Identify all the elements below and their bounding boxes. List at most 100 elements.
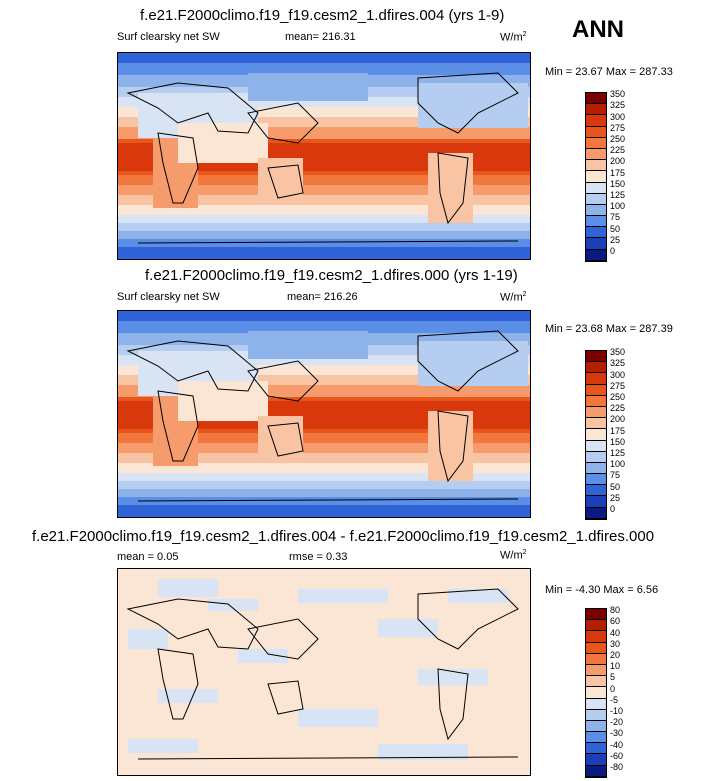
colorbar-tick-label: 350 [610, 347, 626, 358]
colorbar-tick-label: -5 [610, 694, 619, 705]
map-negative-patch [158, 579, 218, 597]
colorbar-tick-label: 60 [610, 616, 621, 627]
colorbar-swatch [586, 698, 606, 710]
map-band [118, 53, 530, 63]
colorbar-tick-label: 200 [610, 414, 626, 425]
panel1-minmax: Min = 23.67 Max = 287.33 [545, 66, 673, 78]
map-band [118, 185, 530, 195]
map-negative-patch [208, 599, 258, 611]
colorbar-tick-label: -30 [610, 728, 624, 739]
colorbar-tick-label: 175 [610, 425, 626, 436]
panel1-map-svg [118, 53, 530, 259]
colorbar-tick-label: -10 [610, 706, 624, 716]
colorbar-tick-label: 75 [610, 470, 621, 481]
colorbar-swatch [586, 720, 606, 733]
map-land-patch [258, 158, 303, 198]
colorbar-swatch [586, 440, 606, 452]
colorbar-tick-label: 250 [610, 392, 626, 402]
map-land-patch [428, 153, 473, 223]
colorbar-tick-label: -60 [610, 750, 624, 761]
colorbar-tick-label: 125 [610, 448, 626, 458]
colorbar-swatch [586, 216, 606, 228]
map-land-patch [258, 416, 303, 456]
colorbar-swatch [586, 148, 606, 161]
coastline [137, 240, 519, 244]
colorbar-tick-label: 50 [610, 481, 621, 492]
map-band [118, 453, 530, 463]
colorbar-swatch [586, 204, 606, 217]
colorbar-swatch [586, 395, 606, 407]
colorbar-swatch [586, 384, 606, 396]
panel3-mean: mean = 0.05 [117, 551, 179, 563]
colorbar-swatch [586, 406, 606, 419]
colorbar-tick-label: -80 [610, 762, 624, 772]
map-band [118, 489, 530, 497]
map-negative-patch [298, 589, 388, 603]
colorbar-swatch [586, 227, 606, 239]
colorbar-swatch [586, 171, 606, 183]
coastline [126, 598, 259, 650]
panel1-colorbar [585, 92, 607, 262]
map-negative-patch [448, 589, 508, 603]
panel2-variable: Surf clearsky net SW [117, 291, 220, 303]
panel2-units: W/m2 [500, 291, 527, 304]
panel1-units: W/m2 [500, 31, 527, 44]
coastline [417, 330, 519, 392]
coastline [247, 102, 319, 144]
colorbar-swatch [586, 462, 606, 475]
panel3-rmse: rmse = 0.33 [289, 551, 348, 563]
colorbar-tick-label: 0 [610, 504, 616, 514]
coastline [417, 72, 519, 134]
panel3-units: W/m2 [500, 549, 527, 562]
colorbar-tick-label: 125 [610, 190, 626, 200]
colorbar-swatch [586, 609, 606, 621]
map-negative-patch [378, 744, 468, 760]
map-band [118, 321, 530, 333]
colorbar-tick-label: 50 [610, 223, 621, 234]
colorbar-tick-label: 200 [610, 156, 626, 167]
colorbar-swatch [586, 373, 606, 385]
map-negative-patch [238, 649, 288, 663]
panel1-map [117, 52, 531, 260]
colorbar-tick-label: 40 [610, 627, 621, 638]
colorbar-tick-label: -40 [610, 739, 624, 750]
panel1-title: f.e21.F2000climo.f19_f19.cesm2_1.dfires.… [140, 7, 505, 24]
colorbar-swatch [586, 765, 606, 777]
map-band [118, 463, 530, 473]
colorbar-swatch [586, 115, 606, 127]
colorbar-tick-label: 100 [610, 201, 626, 212]
map-band [118, 497, 530, 505]
panel1-mean: mean= 216.31 [285, 31, 356, 43]
colorbar-tick-label: 10 [610, 661, 621, 672]
panel3-minmax: Min = -4.30 Max = 6.56 [545, 584, 659, 596]
colorbar-tick-label: 25 [610, 492, 621, 503]
coastline [417, 588, 519, 650]
map-negative-patch [128, 739, 198, 753]
colorbar-swatch [586, 193, 606, 205]
colorbar-swatch [586, 362, 606, 374]
colorbar-tick-label: 150 [610, 178, 626, 189]
colorbar-swatch [586, 743, 606, 755]
coastline [247, 360, 319, 402]
coastline [437, 668, 469, 741]
colorbar-swatch [586, 507, 606, 519]
map-land-patch [418, 83, 528, 128]
colorbar-swatch [586, 664, 606, 677]
map-band [118, 355, 530, 365]
map-band [118, 473, 530, 481]
panel2-mean: mean= 216.26 [287, 291, 358, 303]
colorbar-tick-label: -20 [610, 717, 624, 728]
map-negative-patch [298, 709, 378, 727]
map-band [118, 443, 530, 453]
map-band [118, 231, 530, 239]
colorbar-tick-label: 0 [610, 246, 616, 256]
panel3-colorbar [585, 608, 607, 778]
panel3-title: f.e21.F2000climo.f19_f19.cesm2_1.dfires.… [32, 528, 655, 545]
colorbar-tick-label: 250 [610, 134, 626, 144]
map-negative-patch [418, 669, 488, 685]
coastline [247, 618, 319, 660]
colorbar-tick-label: 275 [610, 380, 626, 391]
colorbar-swatch [586, 496, 606, 508]
map-land-patch [178, 123, 268, 163]
colorbar-swatch [586, 653, 606, 665]
